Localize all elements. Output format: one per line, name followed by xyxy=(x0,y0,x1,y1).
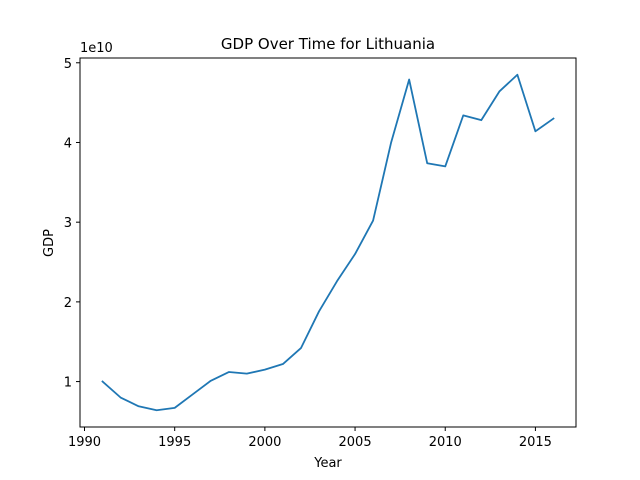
x-tick-label: 2015 xyxy=(519,435,552,450)
y-tick-label: 1 xyxy=(64,376,72,391)
x-tick-label: 1990 xyxy=(68,435,101,450)
x-axis-label: Year xyxy=(313,456,342,471)
y-tick-label: 3 xyxy=(64,216,72,231)
y-axis-label: GDP xyxy=(42,229,57,257)
plot-area-frame xyxy=(79,57,577,428)
x-tick-label: 1995 xyxy=(158,435,191,450)
plot-lines xyxy=(101,73,555,412)
axis-ticks: 1990 1995 2000 2005 2010 2015 1 2 3 4 5 xyxy=(64,57,552,450)
gdp-series-line xyxy=(101,73,555,412)
chart-title: GDP Over Time for Lithuania xyxy=(221,35,435,53)
x-tick-label: 2010 xyxy=(429,435,462,450)
y-multiplier-label: 1e10 xyxy=(80,41,113,56)
y-tick-label: 4 xyxy=(64,136,72,151)
y-tick-label: 2 xyxy=(64,296,72,311)
y-tick-label: 5 xyxy=(64,57,72,72)
x-tick-label: 2000 xyxy=(248,435,281,450)
x-tick-label: 2005 xyxy=(339,435,372,450)
